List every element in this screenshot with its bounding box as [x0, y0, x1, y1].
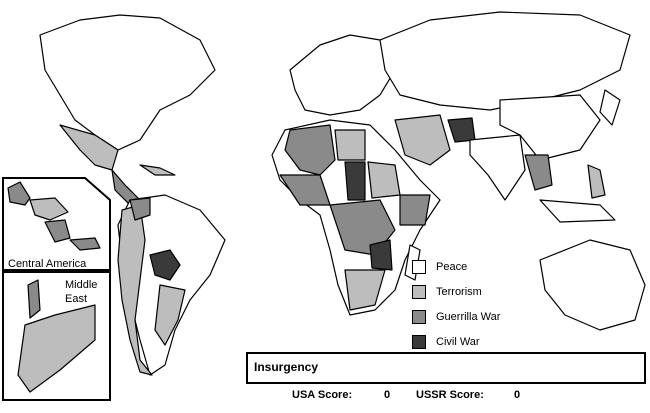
status-title: Insurgency	[254, 360, 319, 374]
china[interactable]	[499, 94, 601, 161]
ussr-score-label: USSR Score:	[416, 389, 484, 401]
usa-score-value: 0	[384, 389, 391, 401]
middle-east[interactable]	[394, 114, 451, 166]
indonesia[interactable]	[539, 199, 616, 223]
europe[interactable]	[289, 34, 396, 116]
inset-honduras[interactable]	[29, 197, 69, 221]
indochina[interactable]	[524, 154, 553, 191]
civil-war-swatch	[412, 335, 426, 349]
north-america[interactable]	[39, 14, 216, 151]
peace-swatch	[412, 260, 426, 274]
india[interactable]	[469, 134, 526, 201]
usa-score-label: USA Score:	[292, 389, 353, 401]
legend-label: Peace	[436, 261, 468, 273]
middle-east-inset-label: Middle East	[65, 279, 98, 305]
status-box: Insurgency	[246, 352, 646, 384]
legend-guerrilla-war: Guerrilla War	[412, 309, 500, 325]
central-america-inset-label: Central America	[8, 258, 87, 270]
sudan[interactable]	[367, 161, 401, 199]
bolivia[interactable]	[149, 249, 181, 281]
mozambique[interactable]	[369, 239, 393, 271]
legend-label: Guerrilla War	[436, 311, 501, 323]
east-africa[interactable]	[399, 194, 431, 226]
inset-lebanon[interactable]	[27, 279, 41, 319]
libya[interactable]	[334, 129, 366, 161]
inset-mexico-south[interactable]	[7, 181, 31, 206]
legend-label: Civil War	[436, 336, 480, 348]
legend-terrorism: Terrorism	[412, 284, 482, 300]
argentina[interactable]	[154, 284, 186, 346]
legend-label: Terrorism	[436, 286, 482, 298]
ussr-score-value: 0	[514, 389, 521, 401]
inset-nicaragua[interactable]	[44, 219, 71, 243]
caribbean[interactable]	[139, 164, 176, 176]
chad[interactable]	[344, 161, 366, 201]
legend-civil-war: Civil War	[412, 334, 480, 350]
guerrilla-swatch	[412, 310, 426, 324]
inset-panama[interactable]	[69, 237, 101, 251]
colombia[interactable]	[129, 197, 151, 221]
australia[interactable]	[539, 239, 646, 331]
afghanistan[interactable]	[447, 117, 476, 143]
ussr[interactable]	[379, 11, 631, 111]
inset-israel-jordan[interactable]	[17, 304, 96, 393]
terrorism-swatch	[412, 285, 426, 299]
south-africa[interactable]	[344, 269, 386, 311]
legend-peace: Peace	[412, 259, 467, 275]
andes[interactable]	[117, 204, 153, 376]
philippines[interactable]	[587, 164, 606, 199]
japan[interactable]	[599, 89, 621, 126]
